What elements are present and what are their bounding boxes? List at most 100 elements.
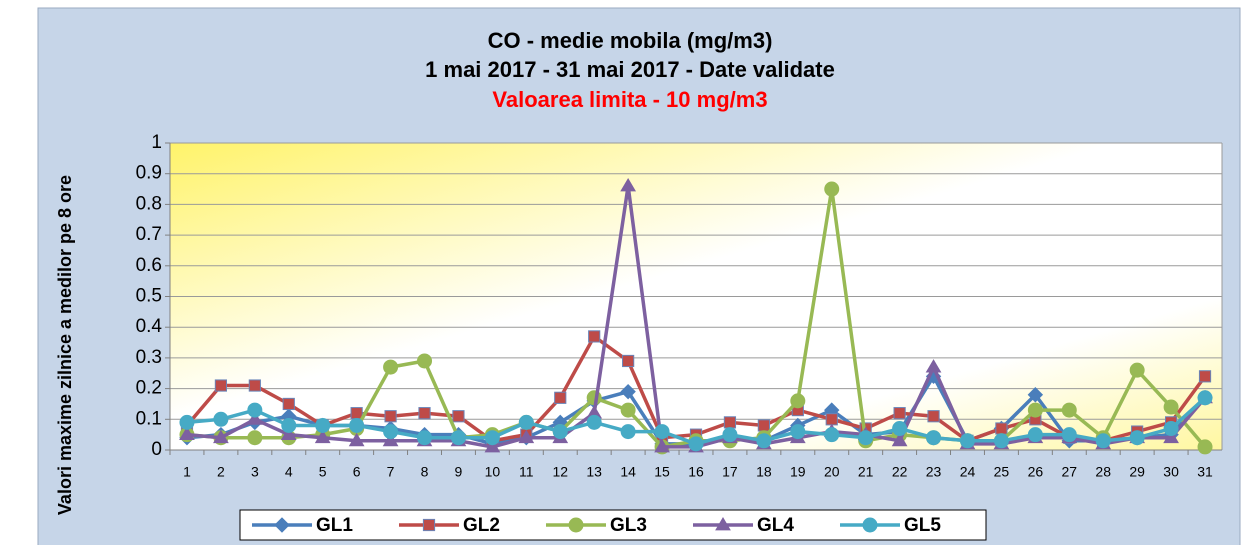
x-tick-label: 22	[892, 464, 908, 480]
x-tick-label: 31	[1197, 464, 1213, 480]
x-tick-label: 24	[960, 464, 976, 480]
y-tick-label: 0	[151, 439, 162, 460]
annotation: Valoarea limita - 10 mg/m3	[492, 87, 767, 112]
y-tick-label: 1	[151, 132, 162, 153]
x-tick-label: 23	[926, 464, 942, 480]
marker	[280, 426, 297, 441]
x-tick-label: 21	[858, 464, 874, 480]
marker	[892, 421, 908, 437]
marker	[926, 430, 942, 446]
marker	[518, 414, 534, 430]
marker	[1027, 427, 1043, 443]
marker	[213, 429, 229, 444]
marker	[484, 430, 500, 446]
marker	[757, 419, 770, 432]
chart-subtitle: 1 mai 2017 - 31 mai 2017 - Date validate	[425, 57, 835, 82]
x-tick-label: 4	[285, 464, 293, 480]
y-tick-label: 0.1	[136, 408, 162, 429]
marker	[620, 383, 636, 400]
marker	[824, 427, 840, 443]
marker	[418, 407, 431, 420]
marker	[927, 410, 940, 423]
marker	[722, 427, 738, 443]
x-tick-label: 15	[654, 464, 670, 480]
marker	[247, 430, 263, 446]
marker	[450, 430, 466, 446]
x-tick-label: 19	[790, 464, 806, 480]
marker	[756, 433, 772, 449]
marker	[959, 433, 975, 449]
x-tick-label: 18	[756, 464, 772, 480]
marker	[1027, 387, 1044, 403]
series-group	[179, 177, 1213, 455]
marker	[214, 379, 228, 392]
marker	[790, 424, 806, 440]
marker	[248, 379, 261, 392]
y-tick-label: 0.5	[136, 286, 162, 307]
x-tick-label: 6	[353, 464, 361, 480]
marker	[588, 330, 601, 343]
marker	[723, 416, 737, 429]
x-tick-label: 30	[1163, 464, 1179, 480]
grid: 0 0.1 0.2 0.3 0.4 0.5 0.6 0.7 0.8 0.9 1 1 2 3 4 5 6 7 8 9 10…	[136, 132, 1223, 480]
x-tick-label: 28	[1095, 464, 1111, 480]
marker	[213, 411, 229, 427]
marker	[654, 424, 670, 440]
marker	[893, 407, 906, 420]
x-tick-label: 3	[251, 464, 259, 480]
marker	[348, 432, 365, 447]
marker	[554, 391, 567, 404]
marker	[383, 424, 399, 440]
legend-label: GL1	[316, 515, 353, 536]
marker	[925, 359, 942, 373]
x-tick-label: 26	[1028, 464, 1044, 480]
marker	[622, 354, 635, 368]
marker	[790, 393, 806, 409]
marker	[1197, 439, 1213, 455]
x-tick-label: 14	[620, 464, 636, 480]
x-tick-label: 9	[455, 464, 463, 480]
marker	[620, 177, 637, 192]
x-tick-label: 29	[1129, 464, 1145, 480]
marker	[314, 429, 331, 444]
marker	[1163, 421, 1179, 437]
y-tick-label: 0.6	[136, 255, 162, 276]
x-tick-label: 12	[552, 464, 568, 480]
marker	[1129, 430, 1145, 446]
y-tick-label: 0.3	[136, 347, 162, 368]
x-tick-label: 13	[586, 464, 602, 480]
marker	[179, 426, 195, 441]
legend-items: GL1 GL2 GL3 GL4 GL5	[252, 515, 941, 536]
x-tick-label: 5	[319, 464, 327, 480]
marker	[452, 410, 465, 423]
marker	[1095, 433, 1111, 449]
marker	[586, 414, 602, 430]
marker	[1163, 399, 1179, 415]
x-tick-label: 25	[994, 464, 1010, 480]
x-tick-label: 20	[824, 464, 840, 480]
y-tick-label: 0.8	[136, 193, 162, 214]
marker	[1061, 427, 1077, 443]
x-tick-label: 16	[688, 464, 704, 480]
marker	[1027, 402, 1043, 418]
y-axis-label: Valori maxime zilnice a medilor pe 8 ore	[55, 175, 75, 515]
marker	[282, 397, 295, 411]
x-tick-label: 8	[421, 464, 429, 480]
y-tick-label: 0.7	[136, 224, 162, 245]
marker	[247, 402, 263, 418]
legend-label: GL4	[757, 515, 794, 536]
marker	[384, 410, 397, 423]
marker	[274, 517, 290, 533]
marker	[1129, 362, 1145, 378]
marker	[862, 517, 878, 533]
marker	[824, 181, 840, 197]
y-tick-label: 0.4	[136, 316, 163, 337]
marker	[552, 424, 568, 440]
y-tick-label: 0.2	[136, 378, 162, 399]
x-tick-label: 7	[387, 464, 395, 480]
marker	[1197, 390, 1213, 406]
y-tick-label: 0.9	[136, 163, 162, 184]
x-tick-label: 10	[485, 464, 501, 480]
